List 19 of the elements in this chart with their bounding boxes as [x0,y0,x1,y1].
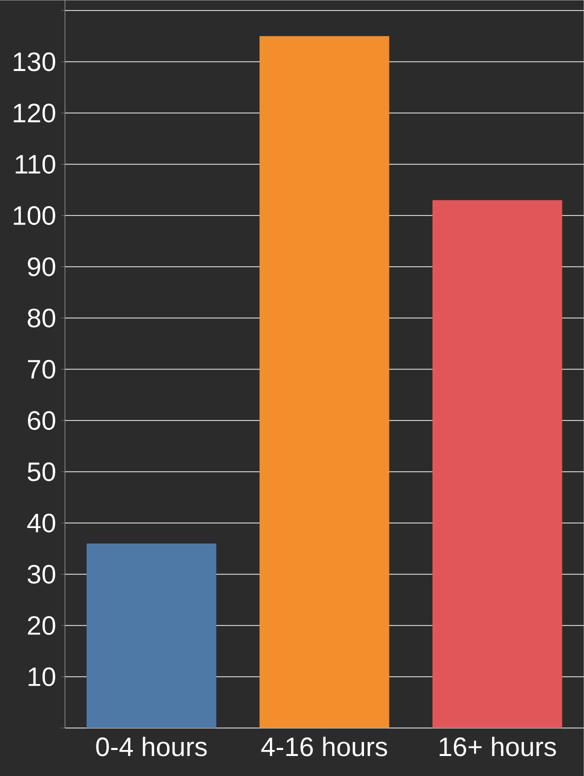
y-tick-label: 70 [28,360,56,379]
y-tick-label: 60 [28,411,56,430]
y-tick-label: 90 [28,257,56,276]
x-tick-label: 0-4 hours [96,736,207,756]
y-tick-label: 30 [28,564,56,584]
bar [259,36,390,728]
y-tick-label: 80 [28,308,56,328]
x-tick-label: 4-16 hours [261,736,388,756]
y-tick-label: 20 [28,616,56,635]
y-tick-label: 100 [14,206,56,225]
y-tick-label: 50 [28,462,56,482]
bar [432,200,562,728]
y-tick-label: 10 [28,667,56,686]
y-tick-label: 40 [27,514,56,532]
y-tick-label: 110 [16,154,56,174]
x-tick-label: 16+ hours [440,736,556,756]
y-tick-label: 130 [14,52,56,72]
bar [86,544,216,728]
y-tick-label: 120 [14,104,56,122]
